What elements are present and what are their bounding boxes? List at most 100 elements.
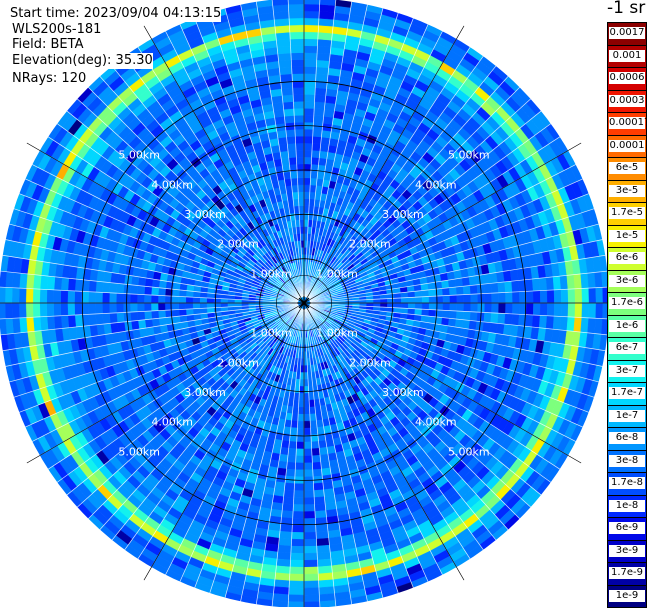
field-cell: [429, 289, 437, 296]
field-cell: [319, 18, 334, 26]
field-cell: [297, 428, 304, 435]
field-cell: [289, 581, 304, 588]
field-cell: [88, 303, 95, 314]
field-cell: [484, 283, 492, 293]
field-cell: [394, 298, 401, 303]
field-cell: [311, 441, 319, 449]
field-cell: [117, 322, 125, 333]
field-cell: [144, 286, 152, 295]
field-cell: [462, 277, 470, 286]
field-cell: [193, 303, 200, 309]
field-cell: [589, 303, 596, 318]
field-cell: [471, 303, 478, 312]
field-cell: [442, 310, 450, 318]
field-cell: [408, 303, 415, 309]
field-cell: [117, 283, 125, 293]
field-cell: [315, 95, 326, 103]
field-cell: [457, 303, 464, 311]
field-cell: [130, 303, 137, 312]
field-cell: [304, 511, 315, 518]
field-cell: [304, 602, 320, 607]
field-cell: [415, 303, 422, 309]
field-cell: [172, 303, 179, 310]
field-cell: [525, 315, 533, 327]
field-cell: [103, 313, 111, 324]
field-cell: [26, 288, 33, 303]
field-cell: [172, 296, 179, 303]
field-cell: [280, 447, 289, 455]
field-cell: [455, 319, 463, 328]
field-cell: [415, 297, 422, 303]
field-cell: [295, 470, 304, 477]
field-cell: [40, 317, 48, 331]
field-cell: [319, 580, 334, 588]
field-cell: [319, 440, 327, 448]
field-cell: [323, 116, 334, 124]
field-cell: [68, 303, 75, 315]
field-cell: [207, 298, 214, 303]
field-cell: [291, 546, 304, 553]
field-cell: [554, 290, 561, 304]
field-cell: [19, 273, 27, 288]
field-cell: [512, 292, 519, 303]
field-cell: [443, 303, 450, 311]
field-cell: [33, 289, 40, 303]
field-cell: [279, 454, 288, 462]
field-cell: [40, 303, 47, 317]
field-cell: [288, 602, 304, 607]
field-cell: [596, 303, 603, 319]
field-cell: [568, 289, 575, 303]
field-cell: [102, 303, 109, 314]
field-cell: [422, 303, 429, 310]
field-cell: [533, 291, 540, 303]
field-cell: [298, 414, 304, 421]
field-cell: [304, 185, 310, 192]
field-cell: [75, 315, 83, 327]
field-cell: [323, 482, 334, 490]
field-cell: [26, 274, 34, 289]
field-cell: [499, 292, 506, 303]
field-cell: [282, 504, 293, 512]
field-cell: [498, 313, 506, 324]
field-cell: [304, 470, 313, 477]
field-cell: [532, 278, 540, 291]
field-cell: [75, 291, 82, 303]
field-cell: [304, 4, 320, 11]
field-cell: [401, 303, 408, 309]
field-cell: [539, 315, 547, 328]
field-cell: [54, 290, 61, 303]
field-cell: [152, 318, 160, 327]
field-cell: [318, 39, 332, 47]
field-cell: [304, 442, 312, 449]
field-cell: [299, 386, 304, 393]
field-cell: [596, 287, 603, 303]
field-cell: [312, 448, 320, 456]
field-cell: [387, 303, 394, 308]
field-cell: [512, 281, 520, 293]
field-cell: [172, 310, 180, 317]
field-cell: [89, 314, 97, 326]
field-cell: [539, 278, 547, 291]
field-cell: [318, 559, 332, 567]
field-cell: [304, 178, 311, 185]
field-cell: [289, 574, 304, 581]
field-cell: [505, 281, 513, 292]
field-cell: [304, 484, 314, 491]
field-cell: [318, 25, 333, 33]
field-cell: [158, 303, 165, 311]
field-cell: [172, 289, 180, 296]
field-cell: [287, 462, 296, 470]
field-cell: [294, 484, 304, 491]
field-cell: [582, 288, 589, 303]
field-cell: [312, 136, 321, 144]
field-cell: [313, 129, 323, 137]
field-cell: [560, 317, 568, 331]
field-cell: [320, 0, 336, 6]
field-cell: [304, 171, 311, 178]
field-cell: [61, 315, 69, 328]
field-cell: [304, 588, 319, 595]
field-cell: [289, 441, 297, 449]
field-cell: [512, 303, 519, 314]
field-cell: [158, 295, 165, 303]
field-cell: [310, 421, 317, 428]
